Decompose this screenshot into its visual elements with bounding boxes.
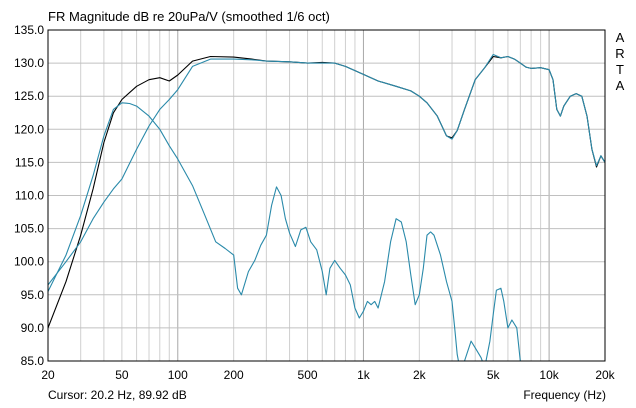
y-tick-label: 120.0 xyxy=(14,122,44,136)
y-tick-label: 100.0 xyxy=(14,255,44,269)
x-tick-label: 10k xyxy=(539,368,559,382)
x-tick-label: 500 xyxy=(298,368,318,382)
brand-letter: R xyxy=(615,46,625,61)
y-tick-label: 130.0 xyxy=(14,56,44,70)
major-grid xyxy=(48,29,605,362)
cursor-readout: Cursor: 20.2 Hz, 89.92 dB xyxy=(48,388,187,402)
brand-letter: A xyxy=(615,30,625,45)
x-tick-label: 2k xyxy=(413,368,427,382)
series-line-1 xyxy=(48,55,605,329)
x-tick-label: 20 xyxy=(41,368,55,382)
series-layer xyxy=(48,53,605,361)
x-axis-label: Frequency (Hz) xyxy=(523,388,606,402)
series-line-3 xyxy=(48,102,521,361)
series-line-2 xyxy=(48,53,605,286)
brand-letter: T xyxy=(616,62,624,77)
x-tick-label: 50 xyxy=(115,368,129,382)
y-tick-label: 135.0 xyxy=(14,23,44,37)
x-tick-label: 20k xyxy=(595,368,615,382)
chart-title: FR Magnitude dB re 20uPa/V (smoothed 1/6… xyxy=(48,9,330,24)
y-tick-label: 110.0 xyxy=(15,189,44,203)
x-tick-label: 100 xyxy=(168,368,188,382)
y-tick-label: 115.0 xyxy=(15,155,44,169)
y-tick-label: 85.0 xyxy=(21,354,45,368)
x-tick-label: 1k xyxy=(357,368,371,382)
x-tick-labels: 20 50 100 200 500 1k 2k 5k 10k 20k xyxy=(41,368,615,382)
plot-frame xyxy=(47,29,606,362)
brand-letter: A xyxy=(615,78,625,93)
y-tick-label: 90.0 xyxy=(21,321,45,335)
y-tick-label: 125.0 xyxy=(14,89,44,103)
x-tick-label: 200 xyxy=(224,368,244,382)
y-tick-labels: 85.0 90.0 95.0 100.0 105.0 110.0 115.0 120.0 125… xyxy=(14,23,44,368)
arta-brand-label: A R T A xyxy=(611,30,629,94)
y-tick-label: 95.0 xyxy=(21,288,45,302)
x-tick-label: 5k xyxy=(487,368,501,382)
y-tick-label: 105.0 xyxy=(14,222,44,236)
